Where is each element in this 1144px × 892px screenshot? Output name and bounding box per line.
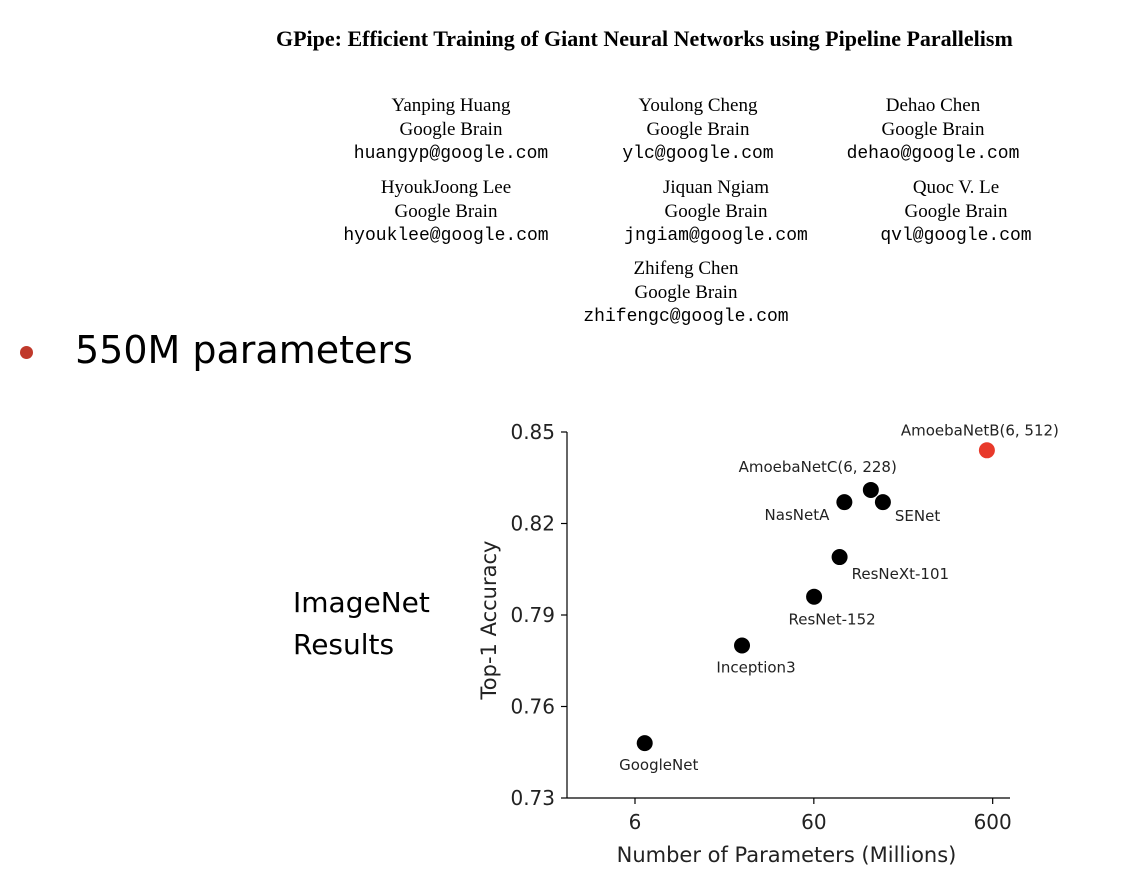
author-affiliation: Google Brain [394,201,498,222]
y-axis-label: Top-1 Accuracy [477,541,501,701]
x-tick-label: 60 [801,810,826,834]
y-tick-label: 0.73 [510,786,555,810]
side-label-line: ImageNet [293,586,430,619]
point-label: ResNeXt-101 [852,565,949,583]
bullet-item: 550M parameters [20,328,413,372]
side-label-line: Results [293,628,395,661]
data-points: GoogleNet Inception3 ResNet-152 ResNeXt-101… [619,421,1059,774]
author-name: Zhifeng Chen [633,258,739,279]
data-point [862,481,879,498]
author-name: Dehao Chen [885,95,981,116]
author-block: Dehao Chen Google Brain dehao@google.com [823,94,1043,166]
author-block: Jiquan Ngiam Google Brain jngiam@google.… [603,176,829,248]
author-block: Yanping Huang Google Brain huangyp@googl… [331,94,571,166]
y-tick-label: 0.85 [510,420,555,444]
author-email: jngiam@google.com [624,226,808,246]
y-tick-label: 0.82 [510,512,555,536]
author-email: qvl@google.com [880,226,1032,246]
author-email: zhifengc@google.com [583,307,789,327]
data-point [831,549,848,566]
data-point [806,588,823,605]
author-email: hyouklee@google.com [343,226,549,246]
author-name: Youlong Cheng [638,95,758,116]
y-tick-label: 0.76 [510,695,555,719]
author-block: Quoc V. Le Google Brain qvl@google.com [856,176,1056,248]
author-affiliation: Google Brain [399,119,503,140]
point-label: NasNetA [765,506,831,524]
x-tick-label: 600 [974,810,1012,834]
x-tick-label: 6 [629,810,642,834]
point-label: AmoebaNetC(6, 228) [739,458,897,476]
data-point [836,494,853,511]
author-affiliation: Google Brain [904,201,1008,222]
point-label: AmoebaNetB(6, 512) [901,421,1059,439]
x-axis-label: Number of Parameters (Millions) [617,843,957,867]
x-ticks: 6 60 600 [629,798,1012,834]
point-label: GoogleNet [619,756,698,774]
data-point [734,637,751,654]
author-affiliation: Google Brain [881,119,985,140]
bullet-dot-icon [20,345,33,359]
author-affiliation: Google Brain [646,119,750,140]
point-label: SENet [895,507,940,525]
y-ticks: 0.73 0.76 0.79 0.82 0.85 [510,420,567,810]
point-label: ResNet-152 [789,611,876,629]
author-block: HyoukJoong Lee Google Brain hyouklee@goo… [321,176,571,248]
author-name: Jiquan Ngiam [662,177,770,198]
author-affiliation: Google Brain [634,282,738,303]
author-block: Zhifeng Chen Google Brain zhifengc@googl… [561,257,811,329]
author-email: dehao@google.com [846,144,1020,164]
point-label: Inception3 [716,659,795,677]
paper-title: GPipe: Efficient Training of Giant Neura… [276,26,1013,51]
author-name: HyoukJoong Lee [380,177,512,198]
author-email: huangyp@google.com [353,144,549,164]
author-name: Quoc V. Le [912,177,1000,198]
bullet-text: 550M parameters [75,328,413,372]
author-affiliation: Google Brain [664,201,768,222]
author-name: Yanping Huang [391,95,511,116]
imagenet-results-label: ImageNet Results [293,582,430,666]
author-block: Youlong Cheng Google Brain ylc@google.co… [588,94,808,166]
data-point [978,442,995,459]
data-point [874,494,891,511]
y-tick-label: 0.79 [510,603,555,627]
author-email: ylc@google.com [622,144,774,164]
data-point [636,735,653,752]
